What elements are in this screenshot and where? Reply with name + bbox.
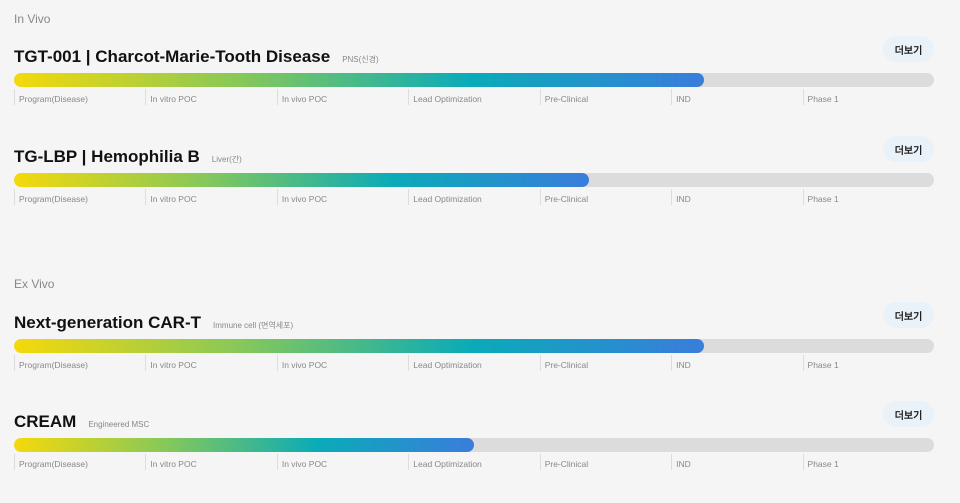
stage-label: Program(Disease) [14,189,145,205]
stage-label: Pre-Clinical [539,355,671,371]
program-subtitle: PNS(신경) [342,55,379,64]
section-label-ex-vivo: Ex Vivo [14,277,55,291]
progress-fill [14,73,704,87]
stage-labels: Program(Disease) In vitro POC In vivo POC L… [14,89,934,105]
program-subtitle: Engineered MSC [88,420,150,429]
stage-label: Program(Disease) [14,355,145,371]
progress-track [14,438,934,452]
stage-label: In vitro POC [145,89,276,105]
progress-track [14,73,934,87]
progress-fill [14,339,704,353]
program-title: TG-LBP | Hemophilia B [14,147,200,166]
stage-label: In vivo POC [276,189,408,205]
program-subtitle: Liver(간) [211,155,242,164]
more-button[interactable]: 더보기 [883,302,934,328]
stage-label: Pre-Clinical [539,89,671,105]
stage-labels: Program(Disease) In vitro POC In vivo POC L… [14,454,934,470]
stage-label: Pre-Clinical [539,189,671,205]
program-header: TG-LBP | Hemophilia B Liver(간) [14,147,242,171]
program-header: CREAM Engineered MSC [14,412,149,436]
stage-label: IND [671,89,802,105]
program-title: CREAM [14,412,77,431]
more-button[interactable]: 더보기 [883,136,934,162]
progress-fill [14,173,589,187]
stage-label: Lead Optimization [408,355,539,371]
stage-labels: Program(Disease) In vitro POC In vivo POC L… [14,355,934,371]
stage-label: Phase 1 [802,454,934,470]
progress-track [14,173,934,187]
program-title: Next-generation CAR-T [14,313,202,332]
stage-label: Pre-Clinical [539,454,671,470]
progress-fill [14,438,474,452]
stage-label: Phase 1 [802,89,934,105]
program-header: TGT-001 | Charcot-Marie-Tooth Disease PN… [14,47,379,71]
stage-label: IND [671,454,802,470]
program-header: Next-generation CAR-T Immune cell (면역세포) [14,313,293,337]
program-card: TGT-001 | Charcot-Marie-Tooth Disease PN… [14,36,934,127]
progress-track [14,339,934,353]
section-label-in-vivo: In Vivo [14,12,51,26]
program-subtitle: Immune cell (면역세포) [213,321,294,330]
program-title: TGT-001 | Charcot-Marie-Tooth Disease [14,47,331,66]
stage-label: In vitro POC [145,454,276,470]
stage-label: Lead Optimization [408,189,539,205]
stage-label: In vivo POC [276,454,408,470]
stage-label: Program(Disease) [14,454,145,470]
stage-label: IND [671,355,802,371]
stage-label: IND [671,189,802,205]
stage-label: In vitro POC [145,189,276,205]
stage-label: Program(Disease) [14,89,145,105]
stage-label: Lead Optimization [408,89,539,105]
program-card: Next-generation CAR-T Immune cell (면역세포)… [14,302,934,393]
stage-label: Phase 1 [802,355,934,371]
stage-label: Lead Optimization [408,454,539,470]
program-card: TG-LBP | Hemophilia B Liver(간) 더보기 Progr… [14,136,934,227]
program-card: CREAM Engineered MSC 더보기 Program(Disease… [14,401,934,492]
more-button[interactable]: 더보기 [883,36,934,62]
stage-label: In vitro POC [145,355,276,371]
more-button[interactable]: 더보기 [883,401,934,427]
stage-label: Phase 1 [802,189,934,205]
stage-label: In vivo POC [276,89,408,105]
stage-labels: Program(Disease) In vitro POC In vivo POC L… [14,189,934,205]
stage-label: In vivo POC [276,355,408,371]
